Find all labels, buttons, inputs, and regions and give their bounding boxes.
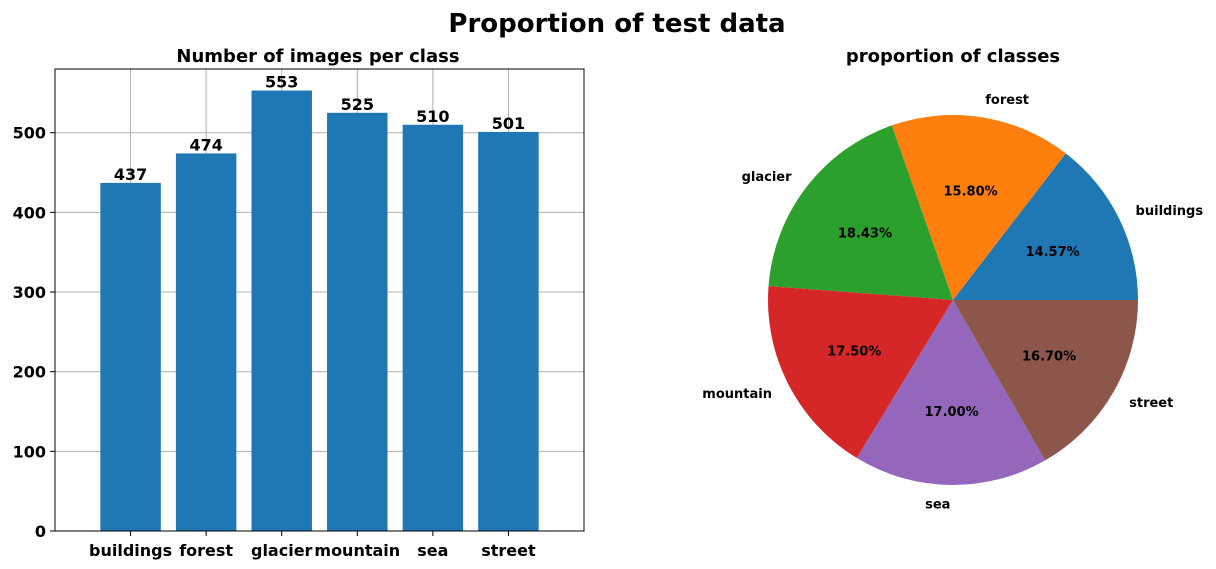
y-tick-label: 300 <box>13 283 46 302</box>
pie-percent-label: 14.57% <box>1026 245 1080 260</box>
bar-chart-title: Number of images per class <box>176 46 459 67</box>
bar-sea <box>402 124 464 532</box>
pie-label: glacier <box>742 170 793 185</box>
pie-slice-forest <box>891 114 1066 300</box>
pie-label: mountain <box>702 387 772 402</box>
pie-slice-sea <box>856 300 1046 485</box>
bar-mountain <box>327 112 388 531</box>
bar-street <box>478 131 539 531</box>
pie-percent-label: 15.80% <box>944 184 998 199</box>
bar-axes-frame <box>54 68 585 532</box>
pie-label: forest <box>985 93 1029 108</box>
bar-value-label: 553 <box>265 73 298 92</box>
bar-value-label: 525 <box>341 95 374 114</box>
y-tick-label: 200 <box>13 363 46 382</box>
bar-value-label: 437 <box>114 165 147 184</box>
y-tick-label: 100 <box>13 442 46 461</box>
x-tick-label: sea <box>417 541 448 560</box>
x-tick-label: mountain <box>314 541 400 560</box>
x-tick-label: forest <box>179 541 233 560</box>
pie-chart: proportion of classes buildings 14.57% for… <box>702 46 1203 512</box>
bar-forest <box>175 153 237 531</box>
pie-slice-buildings <box>953 153 1138 300</box>
figure-title: Proportion of test data <box>448 9 785 39</box>
pie-label: sea <box>925 497 950 512</box>
y-tick-label: 0 <box>35 522 46 541</box>
pie-percent-label: 17.50% <box>827 345 881 360</box>
bar-buildings <box>100 182 161 531</box>
x-tick-label: glacier <box>251 541 313 560</box>
pie-chart-title: proportion of classes <box>846 46 1060 67</box>
pie-percent-label: 16.70% <box>1022 350 1076 365</box>
bar-chart: Number of images per class 437 474 553 525 5… <box>13 46 585 560</box>
x-tick-label: buildings <box>89 541 172 560</box>
bar-value-label: 474 <box>189 135 222 154</box>
pie-slice-street <box>953 300 1138 461</box>
x-tick-label: street <box>481 541 536 560</box>
bar-value-label: 510 <box>416 107 449 126</box>
pie-slice-glacier <box>768 125 953 300</box>
pie-slice-mountain <box>767 286 953 459</box>
pie-label: buildings <box>1136 204 1204 219</box>
pie-label: street <box>1129 396 1173 411</box>
y-tick-label: 400 <box>13 203 46 222</box>
pie-percent-label: 17.00% <box>925 405 979 420</box>
y-tick-label: 500 <box>13 124 46 143</box>
bar-glacier <box>251 90 312 531</box>
bar-value-label: 501 <box>492 114 525 133</box>
pie-percent-label: 18.43% <box>838 226 892 241</box>
